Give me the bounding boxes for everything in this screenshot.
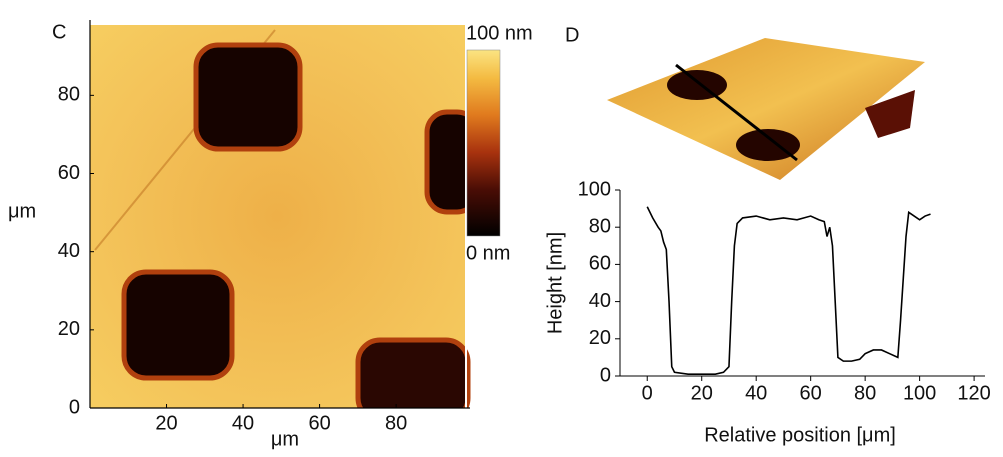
y-axis-label: Height [nm] [544,232,566,334]
y-axis-label: μm [8,200,36,222]
x-tick-label: 20 [155,412,177,434]
y-tick-label: 0 [600,364,611,386]
y-tick-label: 60 [589,253,611,275]
y-tick-label: 20 [58,318,80,340]
colorbar-label: 100 nm [466,22,533,44]
colorbar [466,49,501,237]
x-tick-label: 60 [800,382,822,404]
colorbar-label: 0 nm [466,242,510,264]
x-tick-label: 40 [745,382,767,404]
x-tick-label: 20 [691,382,713,404]
x-axis-label: Relative position [μm] [704,424,896,446]
x-axis-label: μm [271,428,299,450]
x-tick-label: 60 [308,412,330,434]
y-tick-label: 80 [589,215,611,237]
y-tick-label: 0 [69,396,80,418]
panel-label: C [52,21,66,43]
x-tick-label: 120 [957,382,990,404]
y-tick-label: 100 [578,178,611,200]
x-tick-label: 80 [385,412,407,434]
x-tick-label: 100 [903,382,936,404]
3d-view [607,38,925,180]
profile-line [646,206,931,375]
y-tick-label: 20 [589,327,611,349]
afm-image [90,25,480,452]
y-tick-label: 40 [589,290,611,312]
y-tick-label: 40 [58,240,80,262]
y-tick-label: 60 [58,162,80,184]
x-tick-label: 80 [854,382,876,404]
x-tick-label: 0 [642,382,653,404]
y-tick-label: 80 [58,84,80,106]
panel-label: D [565,24,579,46]
x-tick-label: 40 [232,412,254,434]
